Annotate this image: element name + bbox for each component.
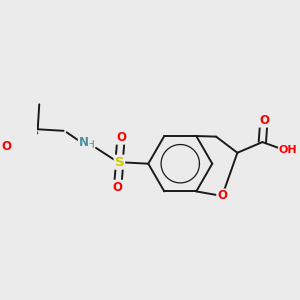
Text: S: S bbox=[115, 156, 124, 169]
Text: H: H bbox=[87, 140, 94, 150]
Text: O: O bbox=[113, 181, 123, 194]
Text: O: O bbox=[2, 140, 11, 152]
Text: OH: OH bbox=[279, 145, 298, 155]
Polygon shape bbox=[15, 128, 38, 145]
Text: O: O bbox=[259, 114, 269, 127]
Text: O: O bbox=[116, 131, 126, 144]
Text: O: O bbox=[217, 190, 227, 202]
Text: N: N bbox=[79, 136, 89, 149]
